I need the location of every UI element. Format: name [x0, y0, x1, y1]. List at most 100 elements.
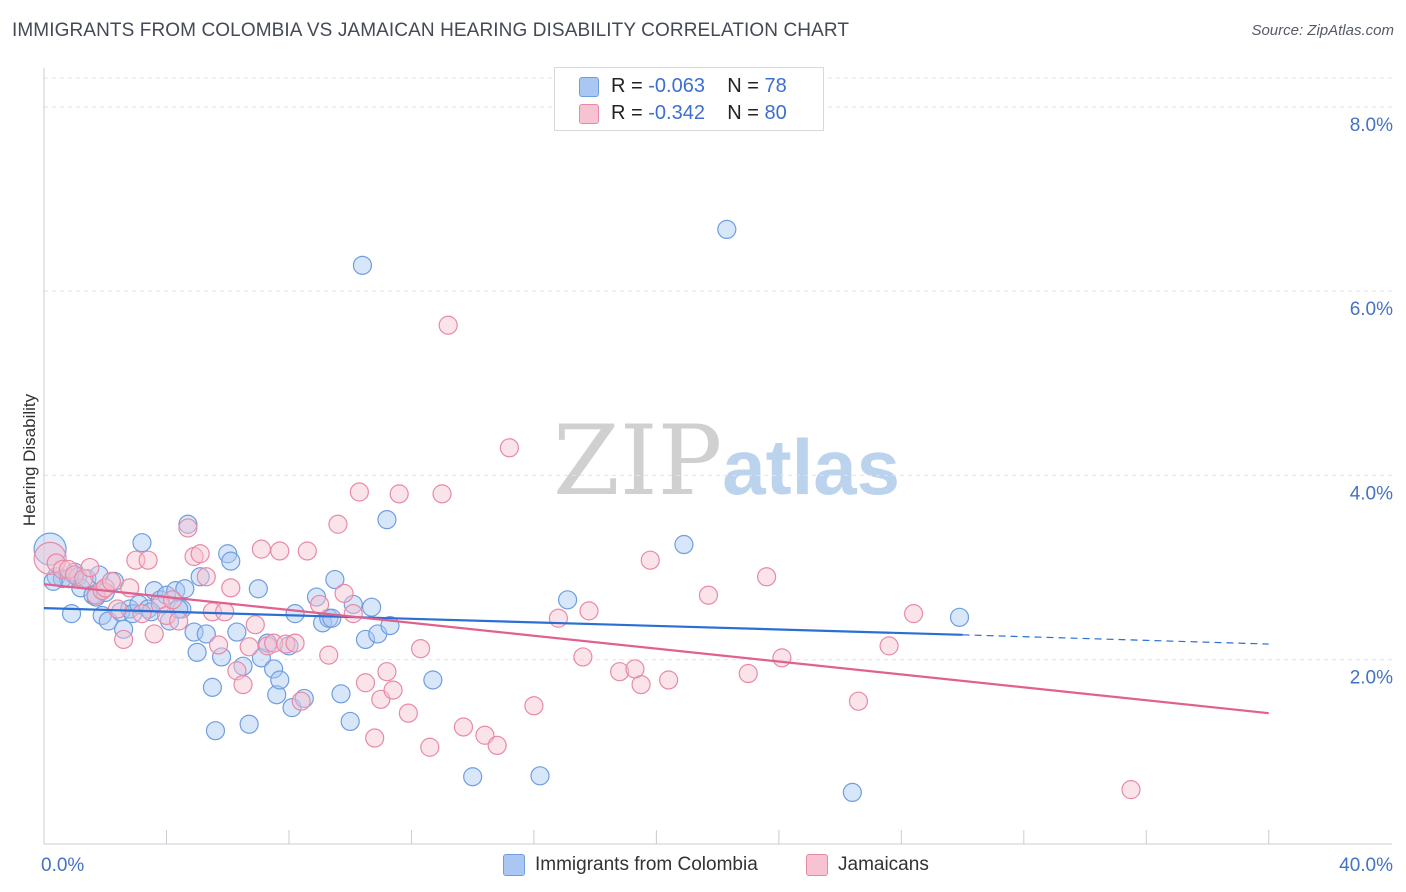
point-jamaicans	[196, 567, 216, 587]
point-jamaicans	[524, 696, 544, 716]
y-tick-label: 6.0%	[1350, 299, 1393, 320]
trendline-jamaicans	[43, 583, 1269, 715]
point-jamaicans	[334, 583, 354, 603]
point-colombia	[355, 629, 376, 650]
point-jamaicans	[285, 633, 305, 653]
r-value: -0.063	[648, 75, 705, 97]
point-colombia	[221, 551, 241, 571]
point-jamaicans	[640, 550, 660, 570]
legend: Immigrants from Colombia Jamaicans	[0, 852, 1406, 878]
point-colombia	[285, 604, 305, 624]
point-colombia	[264, 659, 284, 679]
point-jamaicans	[270, 541, 290, 561]
point-colombia	[949, 607, 970, 627]
point-colombia	[211, 647, 232, 667]
point-colombia	[202, 677, 223, 697]
point-jamaicans	[365, 728, 385, 748]
y-tick-label: 8.0%	[1350, 115, 1393, 136]
watermark-zip: ZIP	[553, 405, 723, 517]
point-colombia	[842, 782, 862, 803]
legend-label-jamaicans: Jamaicans	[838, 854, 929, 875]
point-colombia	[61, 604, 82, 624]
point-jamaicans	[659, 670, 679, 690]
trendline-colombia	[43, 607, 963, 636]
y-tick-label: 4.0%	[1350, 483, 1393, 504]
point-jamaicans	[114, 629, 134, 650]
stats-text-jamaicans: R = -0.342 N = 80	[611, 100, 787, 126]
point-jamaicans	[757, 567, 777, 587]
watermark: ZIPatlas	[553, 405, 900, 517]
point-jamaicans	[772, 648, 792, 668]
point-jamaicans	[328, 514, 348, 534]
n-value: 78	[764, 75, 787, 97]
n-label: N =	[727, 102, 759, 124]
x-tick-label: 0.0%	[41, 855, 84, 876]
trendline-colombia-extension	[962, 634, 1269, 645]
point-colombia	[463, 767, 483, 787]
point-jamaicans	[903, 604, 924, 624]
point-jamaicans	[548, 608, 569, 628]
point-jamaicans	[377, 662, 397, 682]
point-colombia	[184, 622, 204, 642]
point-colombia	[239, 714, 259, 734]
point-colombia	[33, 532, 67, 566]
point-jamaicans	[879, 636, 899, 656]
point-jamaicans	[499, 438, 520, 458]
point-jamaicans	[101, 571, 121, 591]
r-label: R =	[611, 75, 643, 97]
point-colombia	[267, 685, 287, 705]
point-jamaicans	[291, 691, 311, 711]
point-jamaicans	[80, 557, 100, 578]
point-jamaicans	[190, 544, 210, 564]
point-jamaicans	[221, 578, 241, 598]
source-credit: Source: ZipAtlas.com	[1251, 22, 1394, 39]
point-jamaicans	[411, 639, 431, 659]
point-colombia	[294, 688, 314, 709]
point-jamaicans	[432, 484, 452, 504]
point-jamaicans	[453, 717, 474, 737]
point-jamaicans	[848, 691, 869, 711]
point-colombia	[251, 648, 271, 668]
point-colombia	[377, 510, 397, 530]
point-jamaicans	[58, 559, 79, 580]
point-jamaicans	[215, 602, 235, 622]
point-colombia	[530, 766, 550, 786]
point-jamaicans	[138, 550, 158, 570]
point-jamaicans	[239, 637, 259, 657]
point-jamaicans	[349, 482, 369, 502]
n-value: 80	[764, 102, 787, 124]
chart-title: IMMIGRANTS FROM COLOMBIA VS JAMAICAN HEA…	[12, 20, 850, 41]
point-colombia	[717, 219, 737, 240]
point-jamaicans	[178, 518, 198, 538]
point-jamaicans	[383, 680, 403, 700]
y-tick-label: 2.0%	[1350, 668, 1393, 689]
r-label: R =	[611, 102, 643, 124]
point-colombia	[331, 684, 351, 704]
x-tick-label: 40.0%	[1339, 855, 1393, 876]
stats-text-colombia: R = -0.063 N = 78	[611, 73, 787, 99]
point-colombia	[227, 622, 247, 642]
point-jamaicans	[389, 484, 409, 504]
point-jamaicans	[1121, 780, 1141, 800]
point-colombia	[270, 670, 290, 690]
stats-swatch-colombia	[579, 77, 599, 97]
point-jamaicans	[319, 645, 339, 665]
point-jamaicans	[420, 737, 440, 757]
point-jamaicans	[309, 594, 330, 615]
point-jamaicans	[579, 601, 599, 621]
point-colombia	[248, 579, 268, 599]
point-jamaicans	[144, 624, 164, 644]
legend-label-colombia: Immigrants from Colombia	[535, 854, 758, 875]
point-colombia	[325, 569, 345, 590]
legend-swatch-colombia	[503, 854, 525, 876]
point-colombia	[114, 619, 134, 639]
point-jamaicans	[33, 541, 67, 575]
point-colombia	[557, 590, 578, 610]
point-jamaicans	[698, 585, 719, 605]
point-colombia	[132, 533, 152, 553]
point-colombia	[190, 567, 210, 587]
point-jamaicans	[245, 615, 265, 635]
point-colombia	[362, 597, 382, 617]
point-colombia	[423, 670, 443, 690]
